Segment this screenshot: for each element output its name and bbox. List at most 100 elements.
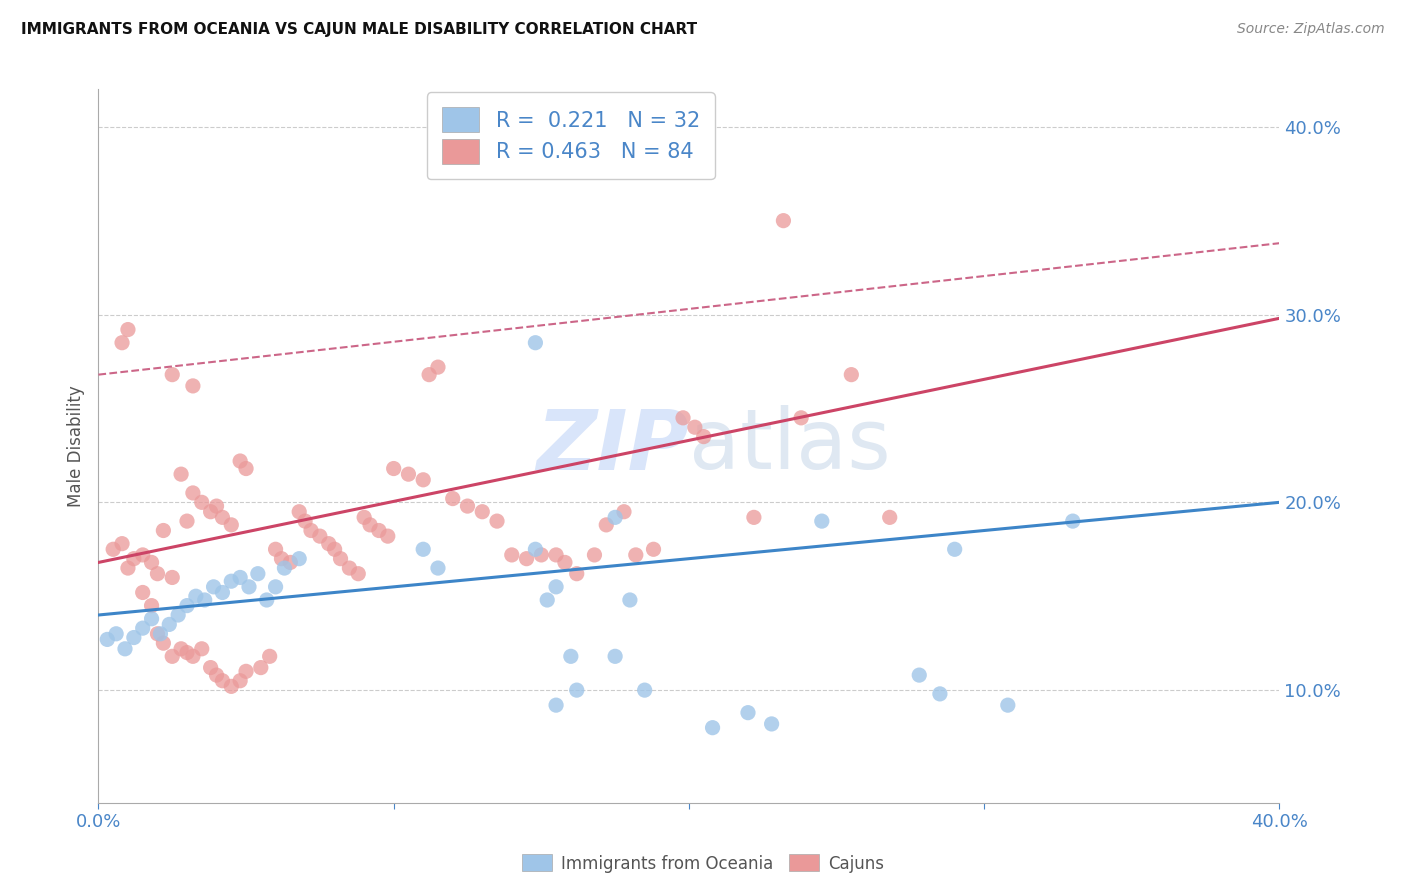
Point <box>486 514 509 528</box>
Point <box>288 551 311 566</box>
Point <box>170 641 193 656</box>
Text: atlas: atlas <box>689 406 890 486</box>
Point <box>1062 514 1084 528</box>
Point <box>329 551 352 566</box>
Point <box>643 542 665 557</box>
Point <box>141 599 163 613</box>
Point <box>270 551 292 566</box>
Point <box>96 632 118 647</box>
Point <box>595 517 617 532</box>
Point <box>546 548 568 562</box>
Y-axis label: Male Disability: Male Disability <box>66 385 84 507</box>
Point <box>908 668 931 682</box>
Point <box>605 510 627 524</box>
Point <box>554 556 576 570</box>
Point <box>278 556 302 570</box>
Point <box>427 561 450 575</box>
Point <box>524 335 547 350</box>
Point <box>117 561 139 575</box>
Point <box>501 548 523 562</box>
Point <box>790 410 813 425</box>
Point <box>633 683 655 698</box>
Point <box>742 510 765 524</box>
Point <box>149 627 172 641</box>
Point <box>141 612 163 626</box>
Point <box>299 524 322 538</box>
Point <box>103 542 125 557</box>
Point <box>200 505 222 519</box>
Point <box>219 679 242 693</box>
Point <box>176 514 198 528</box>
Point <box>560 649 582 664</box>
Point <box>211 585 233 599</box>
Point <box>229 454 252 468</box>
Point <box>693 429 716 443</box>
Point <box>353 510 375 524</box>
Point <box>377 529 399 543</box>
Point <box>412 542 434 557</box>
Point <box>176 599 198 613</box>
Point <box>456 499 478 513</box>
Point <box>194 593 217 607</box>
Point <box>132 585 155 599</box>
Point <box>997 698 1019 713</box>
Point <box>146 627 169 641</box>
Point <box>546 698 568 713</box>
Point <box>702 721 724 735</box>
Point <box>943 542 966 557</box>
Point <box>565 683 588 698</box>
Point <box>441 491 464 506</box>
Point <box>235 461 257 475</box>
Point <box>205 668 228 682</box>
Point <box>382 461 405 475</box>
Point <box>418 368 440 382</box>
Point <box>141 556 163 570</box>
Point <box>176 646 198 660</box>
Point <box>879 510 901 524</box>
Text: IMMIGRANTS FROM OCEANIA VS CAJUN MALE DISABILITY CORRELATION CHART: IMMIGRANTS FROM OCEANIA VS CAJUN MALE DI… <box>21 22 697 37</box>
Point <box>191 495 214 509</box>
Point <box>613 505 636 519</box>
Point <box>200 660 222 674</box>
Point <box>412 473 434 487</box>
Point <box>114 641 136 656</box>
Point <box>256 593 278 607</box>
Point <box>181 486 204 500</box>
Point <box>235 665 257 679</box>
Point <box>624 548 647 562</box>
Point <box>737 706 759 720</box>
Point <box>515 551 537 566</box>
Point <box>524 542 547 557</box>
Point <box>359 517 381 532</box>
Point <box>619 593 641 607</box>
Point <box>264 542 287 557</box>
Point <box>111 335 134 350</box>
Point <box>347 566 370 581</box>
Point <box>205 499 228 513</box>
Point <box>565 566 588 581</box>
Legend: R =  0.221   N = 32, R = 0.463   N = 84: R = 0.221 N = 32, R = 0.463 N = 84 <box>427 93 714 178</box>
Text: Source: ZipAtlas.com: Source: ZipAtlas.com <box>1237 22 1385 37</box>
Point <box>250 660 273 674</box>
Point <box>157 617 180 632</box>
Point <box>132 548 155 562</box>
Point <box>583 548 606 562</box>
Point <box>841 368 863 382</box>
Point <box>546 580 568 594</box>
Point <box>117 322 139 336</box>
Point <box>471 505 494 519</box>
Point <box>396 467 419 482</box>
Point <box>191 641 214 656</box>
Point <box>427 360 450 375</box>
Point <box>288 505 311 519</box>
Point <box>259 649 281 664</box>
Text: ZIP: ZIP <box>536 406 689 486</box>
Point <box>368 524 391 538</box>
Point <box>162 368 183 382</box>
Point <box>162 649 183 664</box>
Point <box>122 631 145 645</box>
Point <box>309 529 332 543</box>
Point <box>761 717 783 731</box>
Point <box>318 536 340 550</box>
Point <box>273 561 295 575</box>
